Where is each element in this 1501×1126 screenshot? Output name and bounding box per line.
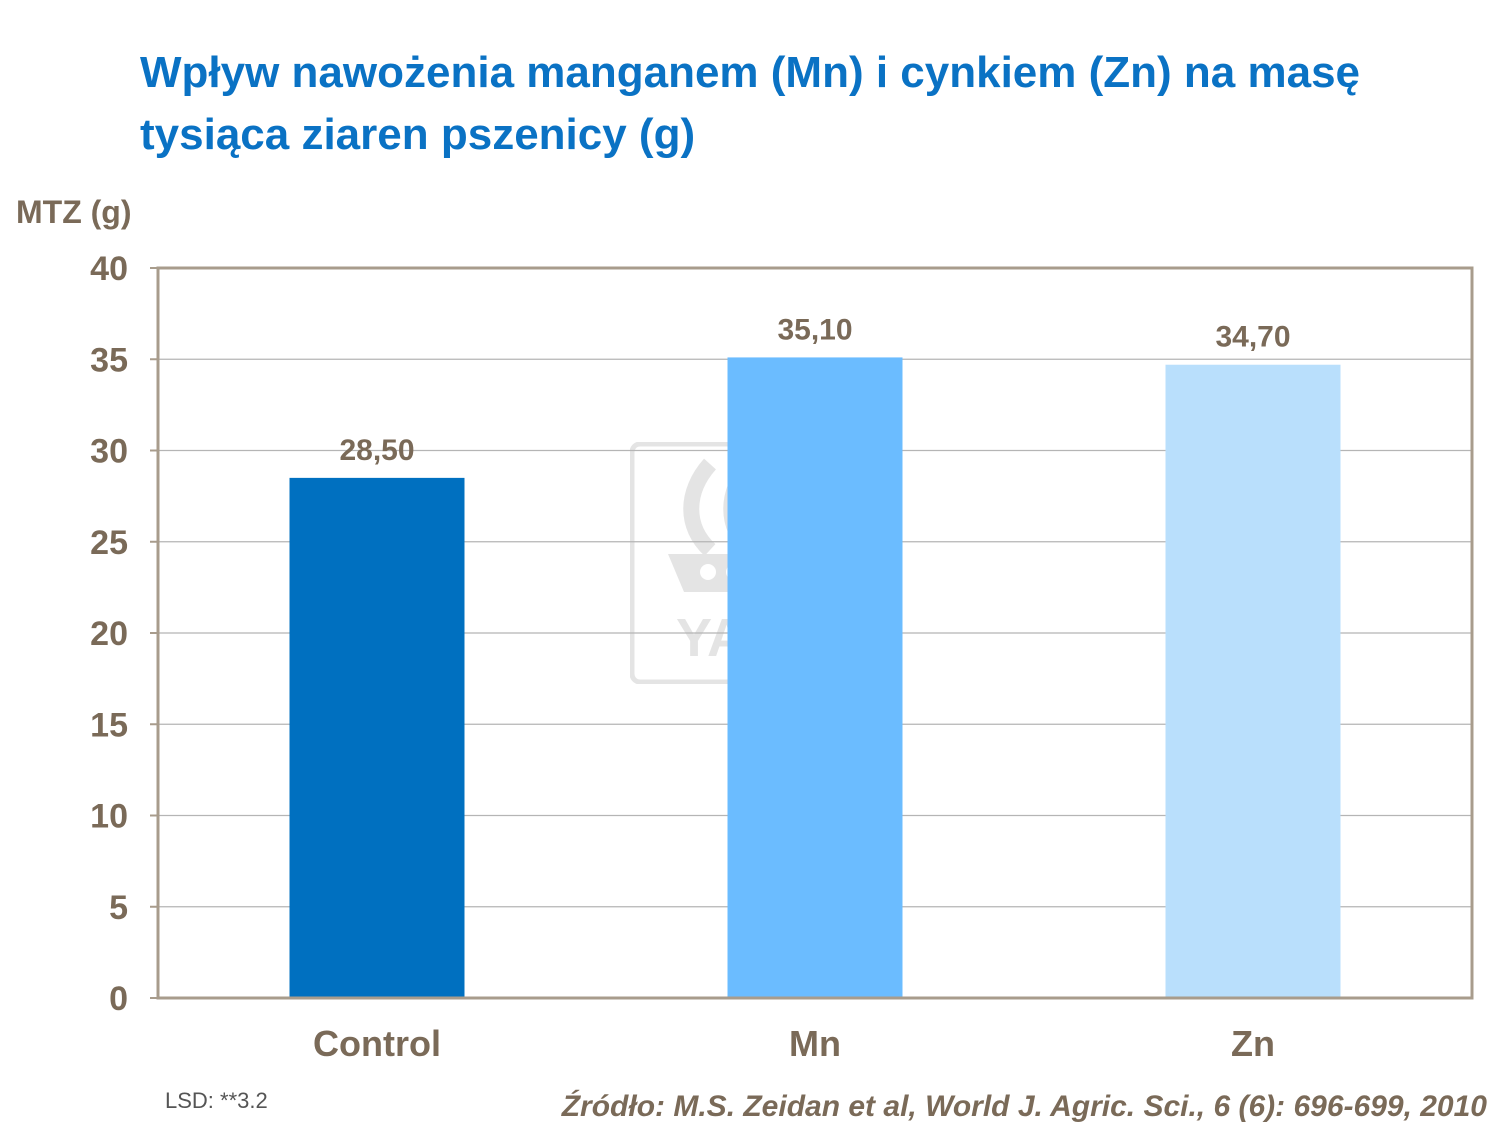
plot-frame xyxy=(156,266,1474,1000)
y-tick-label: 35 xyxy=(90,341,128,379)
source-citation: Źródło: M.S. Zeidan et al, World J. Agri… xyxy=(561,1090,1487,1123)
bars xyxy=(289,357,1341,999)
x-tick-label: Control xyxy=(313,1023,441,1064)
y-tick-label: 30 xyxy=(90,433,128,471)
chart-title: Wpływ nawożenia manganem (Mn) i cynkiem … xyxy=(140,48,1361,159)
bar-zn xyxy=(1165,364,1341,999)
data-labels: 28,50 35,10 34,70 xyxy=(339,313,1290,466)
y-tick-label: 10 xyxy=(90,798,128,836)
data-label: 28,50 xyxy=(339,434,414,467)
data-label: 35,10 xyxy=(777,313,852,346)
y-tick-label: 5 xyxy=(109,889,128,927)
x-tick-labels: Control Mn Zn xyxy=(313,1023,1275,1064)
x-tick-label: Mn xyxy=(789,1023,841,1064)
y-tick-label: 15 xyxy=(90,706,128,744)
bar-control xyxy=(289,477,465,998)
plot-area-border xyxy=(156,266,1474,1000)
y-axis-label: MTZ (g) xyxy=(16,194,132,230)
y-tick-label: 0 xyxy=(109,980,128,1018)
data-label: 34,70 xyxy=(1215,321,1290,354)
bar-mn xyxy=(727,357,903,998)
y-tick-label: 25 xyxy=(90,524,128,562)
y-tick-label: 20 xyxy=(90,615,128,653)
lsd-footnote: LSD: **3.2 xyxy=(165,1088,268,1113)
y-tick-label: 40 xyxy=(90,250,128,288)
y-tick-labels: 0 5 10 15 20 25 30 35 40 xyxy=(90,250,128,1018)
x-tick-label: Zn xyxy=(1231,1023,1275,1064)
